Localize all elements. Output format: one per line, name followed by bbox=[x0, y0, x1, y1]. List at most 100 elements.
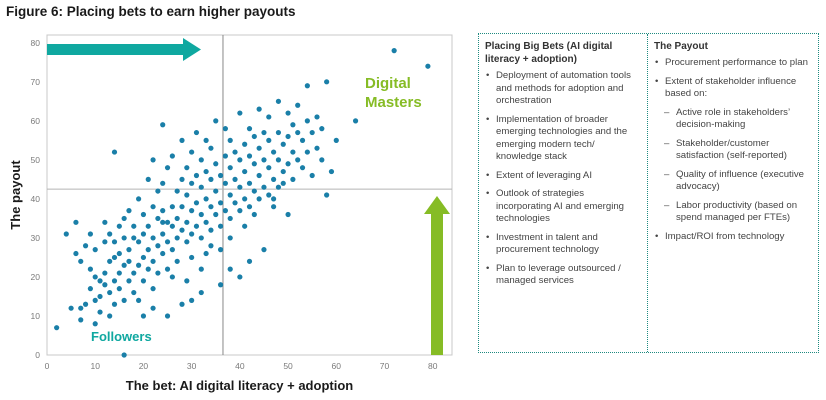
data-point bbox=[121, 235, 127, 241]
data-point bbox=[78, 305, 84, 311]
digital-masters-label: Digital Masters bbox=[365, 75, 422, 111]
data-points bbox=[54, 48, 431, 358]
data-point bbox=[116, 270, 122, 276]
data-point bbox=[213, 188, 219, 194]
y-axis-title: The payout bbox=[8, 160, 23, 230]
scatter-chart: 0 10 20 30 40 50 60 70 80 0 10 20 30 40 50 60 70 80 Digit… bbox=[8, 34, 453, 393]
data-point bbox=[131, 223, 137, 229]
data-point bbox=[189, 231, 195, 237]
data-point bbox=[102, 270, 108, 276]
data-point bbox=[160, 219, 166, 225]
data-point bbox=[97, 293, 103, 300]
data-point bbox=[102, 282, 108, 288]
data-point bbox=[116, 250, 122, 257]
data-point bbox=[261, 157, 267, 163]
digital-masters-line: Masters bbox=[365, 94, 422, 111]
data-point bbox=[126, 208, 132, 214]
data-point bbox=[164, 165, 171, 171]
data-point bbox=[232, 149, 238, 155]
data-point bbox=[352, 118, 359, 124]
data-point bbox=[246, 204, 253, 210]
data-point bbox=[121, 262, 127, 268]
data-point bbox=[299, 137, 306, 143]
data-point bbox=[145, 223, 151, 229]
data-point bbox=[155, 188, 161, 194]
data-point bbox=[169, 204, 175, 210]
data-point bbox=[87, 231, 93, 237]
x-tick-label: 30 bbox=[187, 361, 197, 371]
data-point bbox=[136, 239, 142, 245]
data-point bbox=[107, 231, 113, 237]
data-point bbox=[87, 286, 93, 292]
data-point bbox=[92, 247, 98, 253]
data-point bbox=[246, 258, 253, 264]
data-point bbox=[179, 176, 185, 182]
data-point bbox=[121, 215, 127, 222]
data-point bbox=[198, 266, 204, 272]
data-point bbox=[266, 192, 272, 198]
data-point bbox=[295, 157, 301, 163]
data-point bbox=[189, 254, 195, 261]
data-point bbox=[63, 231, 69, 237]
data-point bbox=[107, 313, 113, 319]
data-point bbox=[54, 325, 60, 331]
data-point bbox=[227, 266, 233, 272]
data-point bbox=[150, 305, 156, 311]
data-point bbox=[193, 129, 200, 136]
data-point bbox=[160, 122, 166, 128]
data-point bbox=[184, 219, 190, 225]
data-point bbox=[309, 129, 315, 136]
y-tick-label: 70 bbox=[31, 77, 41, 87]
data-point bbox=[97, 309, 103, 315]
x-axis-title: The bet: AI digital literacy + adoption bbox=[126, 378, 353, 393]
list-item: Plan to leverage outsourced / managed se… bbox=[485, 263, 641, 288]
data-point bbox=[319, 126, 325, 132]
data-point bbox=[271, 204, 277, 210]
list-item: Deployment of automation tools and metho… bbox=[485, 70, 641, 108]
data-point bbox=[136, 297, 142, 303]
sub-list-item: Quality of influence (executive advocacy… bbox=[654, 169, 812, 194]
data-point bbox=[222, 153, 228, 159]
data-point bbox=[261, 129, 267, 136]
data-point bbox=[198, 211, 204, 218]
data-point bbox=[179, 301, 185, 307]
list-item: Extent of leveraging AI bbox=[485, 170, 641, 183]
data-point bbox=[68, 305, 74, 311]
plot-area bbox=[46, 34, 453, 356]
data-point bbox=[227, 137, 233, 143]
criteria-panel: Placing Big Bets (AI digital literacy + … bbox=[478, 33, 819, 353]
followers-label: Followers bbox=[91, 329, 152, 344]
data-point bbox=[145, 247, 151, 253]
data-point bbox=[121, 352, 127, 358]
data-point bbox=[174, 258, 180, 264]
x-tick-label: 40 bbox=[235, 361, 245, 371]
data-point bbox=[271, 176, 277, 182]
data-point bbox=[136, 196, 142, 202]
horizontal-arrow-head bbox=[183, 38, 201, 61]
data-point bbox=[275, 157, 282, 163]
data-point bbox=[126, 278, 132, 284]
data-point bbox=[78, 258, 84, 264]
digital-masters-line: Digital bbox=[365, 75, 411, 92]
data-point bbox=[304, 83, 310, 89]
data-point bbox=[160, 180, 166, 186]
list-item: Procurement performance to plan bbox=[654, 57, 812, 70]
data-point bbox=[242, 196, 248, 202]
data-point bbox=[131, 289, 137, 296]
data-point bbox=[131, 270, 137, 276]
data-point bbox=[237, 274, 243, 280]
data-point bbox=[102, 219, 108, 225]
data-point bbox=[179, 227, 185, 233]
data-point bbox=[179, 204, 185, 210]
data-point bbox=[107, 289, 113, 296]
data-point bbox=[213, 211, 219, 218]
data-point bbox=[237, 208, 243, 214]
data-point bbox=[251, 133, 257, 140]
big-bets-heading: Placing Big Bets (AI digital literacy + … bbox=[485, 41, 613, 65]
figure-title: Figure 6: Placing bets to earn higher pa… bbox=[6, 4, 296, 19]
data-point bbox=[140, 231, 147, 237]
data-point bbox=[290, 149, 296, 155]
data-point bbox=[107, 258, 113, 264]
data-point bbox=[189, 297, 195, 303]
vertical-arrow-shaft bbox=[431, 212, 443, 355]
